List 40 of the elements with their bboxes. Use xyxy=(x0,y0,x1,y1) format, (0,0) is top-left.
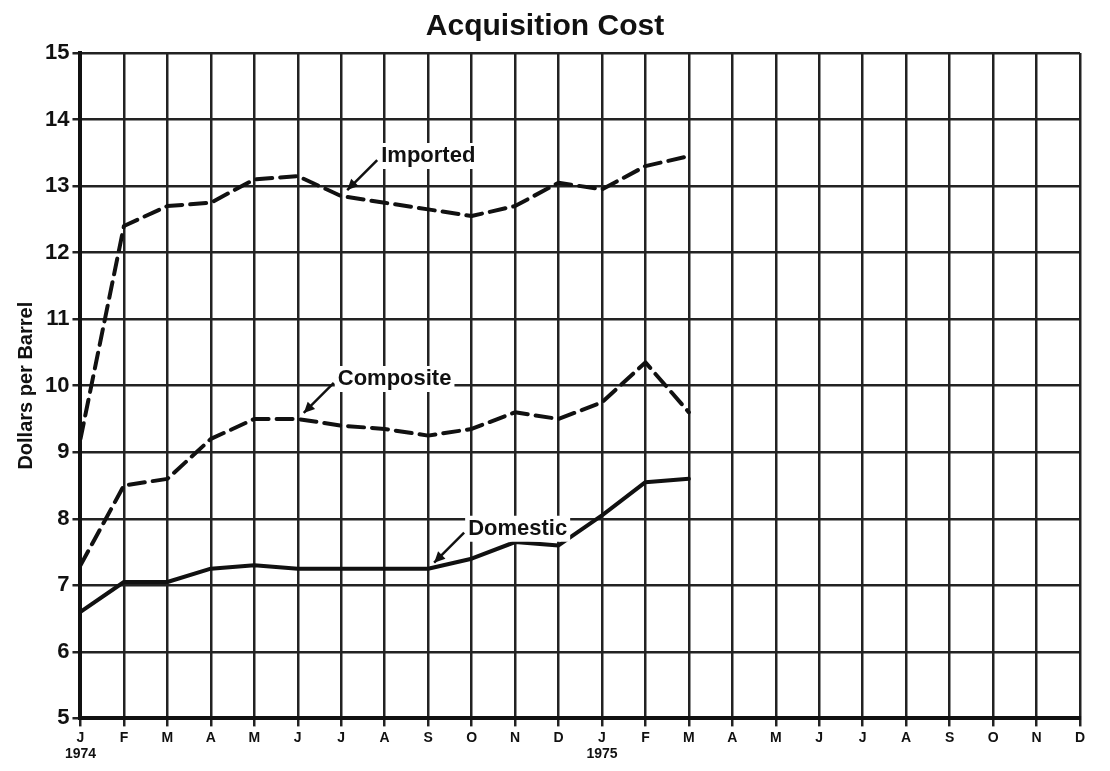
x-tick-label: J xyxy=(815,728,824,745)
x-tick-label: A xyxy=(205,728,216,745)
y-tick-label: 13 xyxy=(44,172,70,198)
x-tick-label: J xyxy=(337,728,346,745)
x-tick-label: M xyxy=(769,728,782,745)
x-tick-label: S xyxy=(944,728,955,745)
y-tick-label: 10 xyxy=(44,371,70,397)
x-tick-label: F xyxy=(641,728,651,745)
y-tick-label: 7 xyxy=(57,571,70,597)
y-tick-label: 15 xyxy=(44,39,70,65)
x-tick-label: J 1975 xyxy=(586,728,618,762)
x-tick-label: D xyxy=(553,728,564,745)
x-tick-label: O xyxy=(987,728,999,745)
x-tick-label: M xyxy=(683,728,695,745)
y-tick-label: 8 xyxy=(57,504,70,530)
series-label: Imported xyxy=(381,142,476,168)
x-tick-label: M xyxy=(161,728,174,745)
y-tick-label: 12 xyxy=(44,238,70,264)
x-tick-label: J 1974 xyxy=(64,728,97,762)
y-tick-label: 6 xyxy=(57,637,70,663)
x-tick-label: O xyxy=(466,728,478,745)
series-label: Composite xyxy=(337,365,452,391)
series-label: Domestic xyxy=(468,514,568,540)
y-tick-label: 14 xyxy=(44,105,71,131)
y-tick-label: 5 xyxy=(57,704,70,730)
x-tick-label: A xyxy=(379,728,390,745)
x-tick-label: F xyxy=(119,728,129,745)
x-tick-label: A xyxy=(727,728,738,745)
y-tick-label: 11 xyxy=(46,305,70,331)
y-tick-label: 9 xyxy=(57,438,70,464)
x-tick-label: D xyxy=(1074,728,1086,745)
x-tick-label: M xyxy=(248,728,261,745)
x-tick-label: N xyxy=(509,728,521,745)
x-tick-label: J xyxy=(293,728,302,745)
x-tick-label: A xyxy=(901,728,912,745)
x-tick-label: J xyxy=(858,728,867,745)
x-tick-label: S xyxy=(423,728,433,745)
x-tick-label: N xyxy=(1031,728,1042,745)
y-axis-title: Dollars per Barrel xyxy=(13,301,36,470)
chart-title: Acquisition Cost xyxy=(425,8,665,42)
